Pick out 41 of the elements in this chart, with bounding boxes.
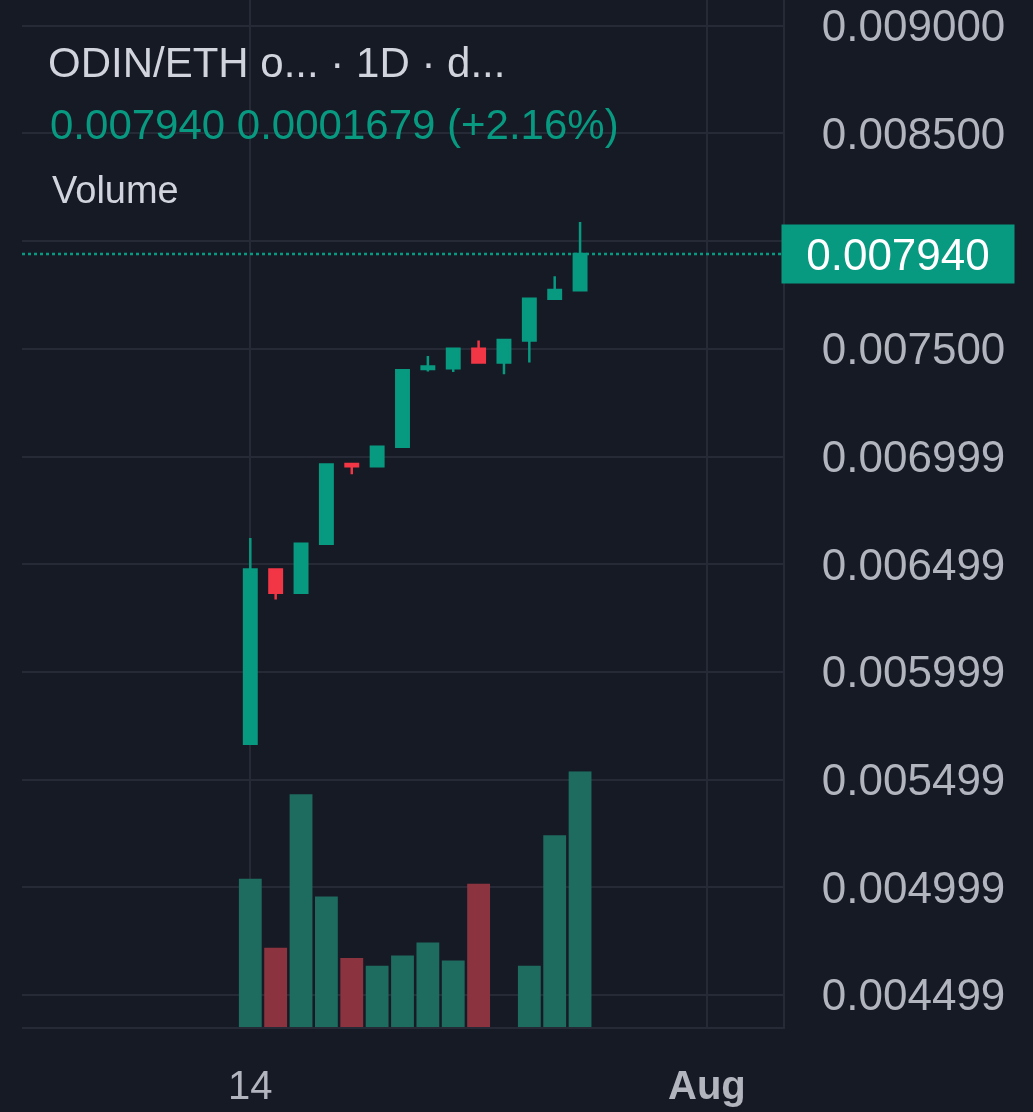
ref-line-label: 0.007940 bbox=[806, 229, 990, 279]
bar bbox=[543, 835, 567, 1027]
candlestick bbox=[496, 338, 512, 376]
x-tick-label: Aug bbox=[668, 1063, 746, 1107]
candlestick bbox=[268, 568, 284, 601]
bar bbox=[365, 965, 389, 1027]
chart-title: Volume bbox=[52, 169, 179, 211]
text: ODIN/ETH o... · 1D · d... bbox=[48, 38, 506, 86]
bar bbox=[467, 883, 491, 1027]
candlestick bbox=[318, 463, 334, 546]
candlestick bbox=[547, 274, 563, 301]
candlestick bbox=[420, 354, 436, 373]
bar bbox=[517, 965, 541, 1027]
y-tick-label: 0.009000 bbox=[821, 1, 1006, 51]
bar bbox=[441, 960, 465, 1027]
candlestick bbox=[471, 339, 487, 364]
y-tick-label: 0.004499 bbox=[821, 970, 1006, 1020]
bar bbox=[264, 947, 288, 1027]
bar bbox=[238, 878, 262, 1027]
candlestick bbox=[344, 462, 360, 476]
text: 0.007940 0.0001679 (+2.16%) bbox=[50, 101, 619, 148]
candlestick bbox=[369, 445, 385, 468]
x-tick-label: 14 bbox=[228, 1063, 273, 1107]
y-tick-label: 0.005499 bbox=[821, 755, 1006, 805]
y-tick-label: 0.006999 bbox=[821, 432, 1006, 482]
candlestick bbox=[395, 369, 410, 449]
candlestick bbox=[521, 297, 537, 364]
bar bbox=[568, 771, 592, 1027]
candlestick bbox=[242, 536, 258, 745]
candlestick bbox=[293, 542, 309, 594]
y-tick-label: 0.004999 bbox=[821, 862, 1006, 912]
y-tick-label: 0.008500 bbox=[821, 108, 1006, 158]
candlestick bbox=[445, 347, 461, 374]
bar bbox=[289, 794, 313, 1027]
y-tick-label: 0.005999 bbox=[821, 647, 1006, 697]
bar bbox=[314, 896, 338, 1027]
y-tick-label: 0.007500 bbox=[821, 324, 1006, 374]
y-tick-label: 0.006499 bbox=[821, 539, 1006, 589]
bar bbox=[416, 942, 440, 1027]
bar bbox=[391, 955, 414, 1027]
bar bbox=[340, 957, 364, 1027]
